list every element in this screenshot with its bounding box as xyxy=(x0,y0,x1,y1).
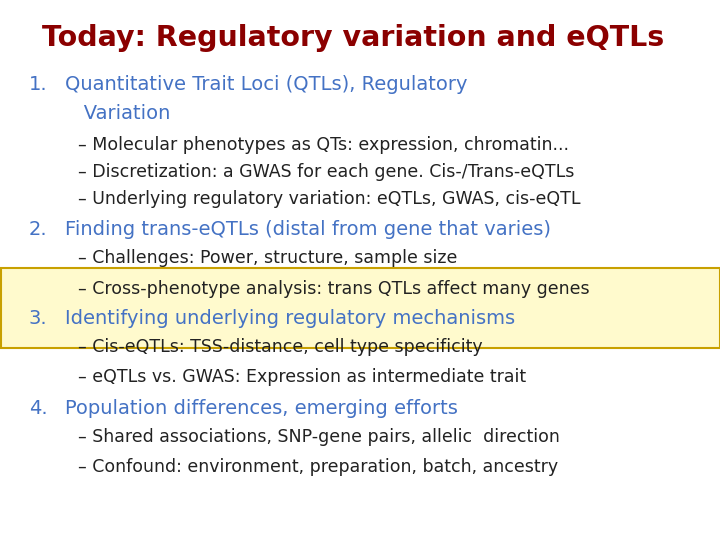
Text: – Shared associations, SNP-gene pairs, allelic  direction: – Shared associations, SNP-gene pairs, a… xyxy=(78,428,559,445)
Text: – Molecular phenotypes as QTs: expression, chromatin...: – Molecular phenotypes as QTs: expressio… xyxy=(78,136,569,154)
Text: – Discretization: a GWAS for each gene. Cis-/Trans-eQTLs: – Discretization: a GWAS for each gene. … xyxy=(78,163,574,181)
Text: – Cis-eQTLs: TSS-distance, cell type specificity: – Cis-eQTLs: TSS-distance, cell type spe… xyxy=(78,338,482,356)
Text: – Underlying regulatory variation: eQTLs, GWAS, cis-eQTL: – Underlying regulatory variation: eQTLs… xyxy=(78,190,580,208)
Text: 2.: 2. xyxy=(29,220,48,239)
Text: Quantitative Trait Loci (QTLs), Regulatory: Quantitative Trait Loci (QTLs), Regulato… xyxy=(65,75,467,93)
Text: – Confound: environment, preparation, batch, ancestry: – Confound: environment, preparation, ba… xyxy=(78,458,558,476)
Text: – eQTLs vs. GWAS: Expression as intermediate trait: – eQTLs vs. GWAS: Expression as intermed… xyxy=(78,368,526,386)
Text: Finding trans-eQTLs (distal from gene that varies): Finding trans-eQTLs (distal from gene th… xyxy=(65,220,551,239)
Text: 3.: 3. xyxy=(29,309,48,328)
FancyBboxPatch shape xyxy=(1,268,720,348)
Text: 1.: 1. xyxy=(29,75,48,93)
Text: Today: Regulatory variation and eQTLs: Today: Regulatory variation and eQTLs xyxy=(42,24,664,52)
Text: Variation: Variation xyxy=(65,104,170,123)
Text: Identifying underlying regulatory mechanisms: Identifying underlying regulatory mechan… xyxy=(65,309,515,328)
Text: 4.: 4. xyxy=(29,399,48,417)
Text: Population differences, emerging efforts: Population differences, emerging efforts xyxy=(65,399,458,417)
Text: – Challenges: Power, structure, sample size: – Challenges: Power, structure, sample s… xyxy=(78,249,457,267)
Text: – Cross-phenotype analysis: trans QTLs affect many genes: – Cross-phenotype analysis: trans QTLs a… xyxy=(78,280,590,298)
